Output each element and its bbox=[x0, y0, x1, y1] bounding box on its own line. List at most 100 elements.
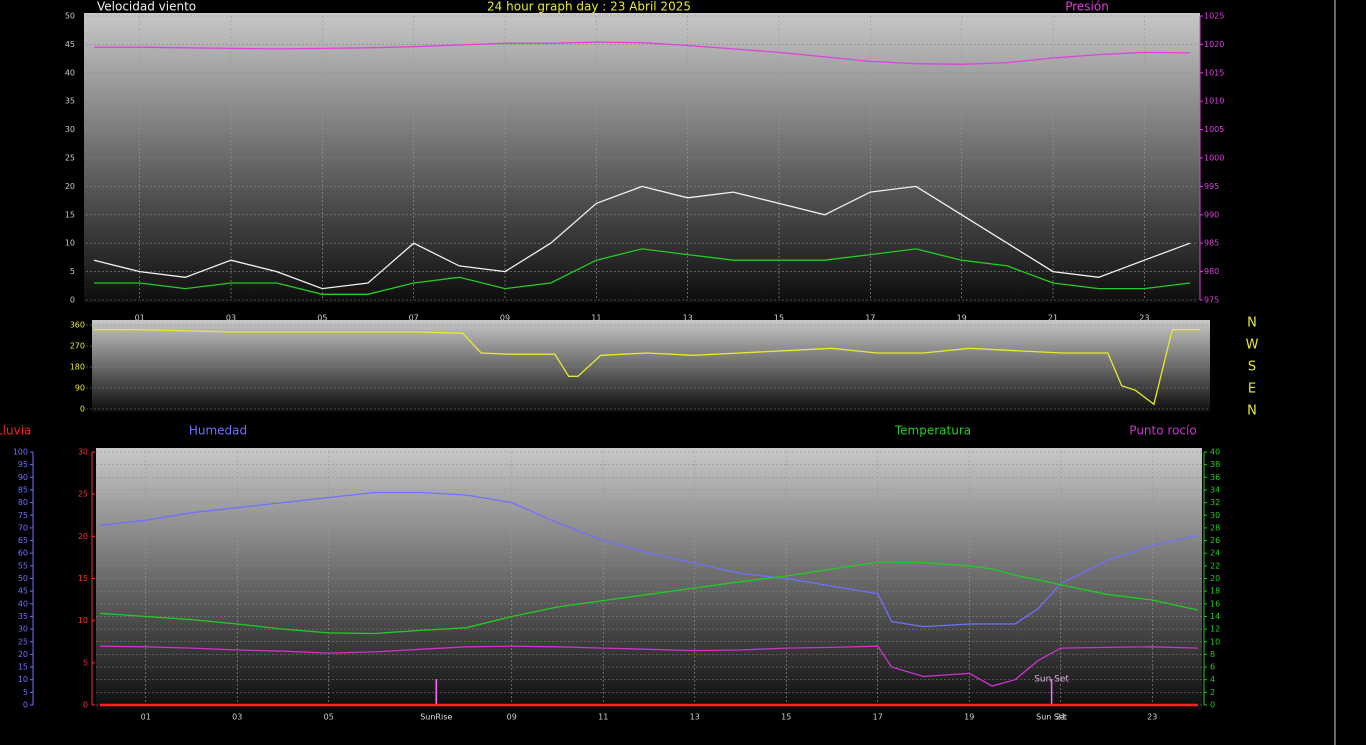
y-tick-label: 15 bbox=[18, 663, 28, 672]
y-tick-label: 50 bbox=[18, 574, 28, 583]
y2-tick-label: 16 bbox=[1210, 599, 1220, 608]
y2-tick-label: 0 bbox=[1210, 701, 1215, 710]
y-tick-label: 50 bbox=[65, 12, 75, 21]
y2-tick-label: 30 bbox=[1210, 511, 1220, 520]
x-tick-label: 07 bbox=[409, 314, 419, 323]
y2-tick-label: 32 bbox=[1210, 498, 1220, 507]
y-tick-label: 0 bbox=[70, 296, 75, 305]
y-tick-label: 20 bbox=[18, 650, 28, 659]
y-tick-label: 75 bbox=[18, 511, 28, 520]
y2-tick-label: 1000 bbox=[1204, 154, 1224, 163]
x-tick-label: 21 bbox=[1056, 713, 1066, 722]
y-tick-label: 90 bbox=[75, 384, 85, 393]
y2-tick-label: 28 bbox=[1210, 523, 1220, 532]
direction-label: N bbox=[1247, 404, 1257, 419]
x-tick-label: 15 bbox=[781, 713, 791, 722]
x-tick-label: 01 bbox=[141, 713, 151, 722]
y-tick-label: 180 bbox=[70, 363, 85, 372]
x-tick-label: 09 bbox=[500, 314, 510, 323]
y-tick-label: 15 bbox=[65, 210, 75, 219]
y3-tick-label: 30 bbox=[78, 448, 88, 457]
y2-tick-label: 12 bbox=[1210, 625, 1220, 634]
x-tick-label: 21 bbox=[1048, 314, 1058, 323]
y-tick-label: 60 bbox=[18, 549, 28, 558]
series-line bbox=[93, 185, 1191, 290]
y2-tick-label: 985 bbox=[1204, 239, 1219, 248]
y2-tick-label: 1015 bbox=[1204, 68, 1224, 77]
y2-tick-label: 1010 bbox=[1204, 97, 1224, 106]
x-tick-label: 13 bbox=[690, 713, 700, 722]
y-tick-label: 40 bbox=[18, 599, 28, 608]
y-tick-label: 10 bbox=[18, 675, 28, 684]
legend-entry: Velocidad viento bbox=[97, 0, 196, 14]
x-tick-label: 19 bbox=[957, 314, 967, 323]
sun-set-note: Sun Set bbox=[1034, 675, 1069, 685]
y2-tick-label: 1005 bbox=[1204, 125, 1224, 134]
x-tick-label: 23 bbox=[1139, 314, 1149, 323]
y-tick-label: 20 bbox=[65, 182, 75, 191]
y-tick-label: 70 bbox=[18, 523, 28, 532]
y2-tick-label: 36 bbox=[1210, 473, 1220, 482]
y-tick-label: 90 bbox=[18, 473, 28, 482]
y2-tick-label: 990 bbox=[1204, 210, 1219, 219]
legend-entry: Lluvia bbox=[0, 424, 31, 438]
y-tick-label: 55 bbox=[18, 561, 28, 570]
x-tick-label: 13 bbox=[683, 314, 693, 323]
sun-label: SunRise bbox=[420, 713, 452, 722]
y-tick-label: 65 bbox=[18, 536, 28, 545]
panel-thermo bbox=[96, 448, 1202, 710]
x-tick-label: 03 bbox=[232, 713, 242, 722]
y2-tick-label: 38 bbox=[1210, 460, 1220, 469]
y2-tick-label: 980 bbox=[1204, 267, 1219, 276]
y2-tick-label: 22 bbox=[1210, 561, 1220, 570]
y2-tick-label: 18 bbox=[1210, 587, 1220, 596]
y-tick-label: 85 bbox=[18, 485, 28, 494]
y-tick-label: 30 bbox=[18, 625, 28, 634]
series-line bbox=[99, 645, 1199, 687]
y2-tick-label: 6 bbox=[1210, 663, 1215, 672]
series-line bbox=[99, 561, 1199, 635]
y-tick-label: 35 bbox=[18, 612, 28, 621]
y2-tick-label: 40 bbox=[1210, 448, 1220, 457]
y-tick-label: 25 bbox=[18, 637, 28, 646]
x-tick-label: 09 bbox=[507, 713, 517, 722]
y2-tick-label: 20 bbox=[1210, 574, 1220, 583]
y2-tick-label: 1025 bbox=[1204, 12, 1224, 21]
y-tick-label: 80 bbox=[18, 498, 28, 507]
legend-entry: Presión bbox=[1065, 0, 1109, 14]
y-tick-label: 45 bbox=[65, 40, 75, 49]
y-tick-label: 5 bbox=[23, 688, 28, 697]
panel-direction bbox=[92, 320, 1210, 412]
y-tick-label: 95 bbox=[18, 460, 28, 469]
y2-tick-label: 2 bbox=[1210, 688, 1215, 697]
legend-entry: Temperatura bbox=[894, 424, 971, 438]
sun-label: Sun Set bbox=[1036, 713, 1067, 722]
x-tick-label: 23 bbox=[1147, 713, 1157, 722]
legend-entry: Humedad bbox=[189, 424, 247, 438]
y-tick-label: 0 bbox=[23, 701, 28, 710]
y-tick-label: 25 bbox=[65, 154, 75, 163]
y2-tick-label: 26 bbox=[1210, 536, 1220, 545]
direction-label: E bbox=[1248, 382, 1256, 397]
x-tick-label: 17 bbox=[865, 314, 875, 323]
y3-tick-label: 20 bbox=[78, 532, 88, 541]
y2-tick-label: 995 bbox=[1204, 182, 1219, 191]
y-tick-label: 360 bbox=[70, 321, 85, 330]
y2-tick-label: 8 bbox=[1210, 650, 1215, 659]
chart-title: 24 hour graph day : 23 Abril 2025 bbox=[487, 0, 691, 14]
x-tick-label: 03 bbox=[226, 314, 236, 323]
y-tick-label: 10 bbox=[65, 239, 75, 248]
y3-tick-label: 25 bbox=[78, 490, 88, 499]
y3-tick-label: 5 bbox=[83, 658, 88, 667]
x-tick-label: 05 bbox=[317, 314, 327, 323]
y2-tick-label: 1020 bbox=[1204, 40, 1224, 49]
y2-tick-label: 4 bbox=[1210, 675, 1215, 684]
x-tick-label: 11 bbox=[598, 713, 608, 722]
y3-tick-label: 15 bbox=[78, 574, 88, 583]
x-tick-label: 15 bbox=[774, 314, 784, 323]
y-tick-label: 100 bbox=[13, 448, 28, 457]
y2-tick-label: 24 bbox=[1210, 549, 1220, 558]
legend-entry: Punto rocío bbox=[1129, 424, 1196, 438]
x-tick-label: 11 bbox=[591, 314, 601, 323]
